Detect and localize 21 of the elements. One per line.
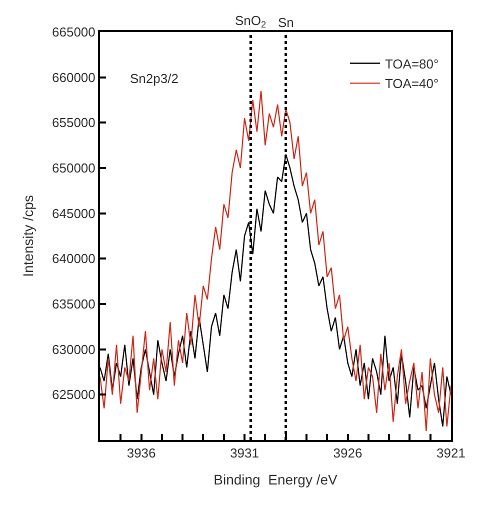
ref-line-label: SnO$_{2}$ xyxy=(235,13,266,30)
x-tick-label: 3921 xyxy=(436,446,466,461)
ref-line-label: Sn xyxy=(278,15,294,30)
y-tick-label: 640000 xyxy=(52,251,96,266)
line-series xyxy=(100,90,451,432)
y-axis-title: Intensity /cps xyxy=(20,195,36,277)
y-tick-label: 625000 xyxy=(52,387,96,402)
legend-label: TOA=80° xyxy=(384,56,439,72)
y-tick-label: 655000 xyxy=(52,115,96,130)
y-tick-label: 660000 xyxy=(52,70,96,85)
legend-label: TOA=40° xyxy=(384,76,439,92)
y-tick-label: 665000 xyxy=(52,24,96,40)
x-tick-label: 3936 xyxy=(126,446,156,461)
annotation: Sn2p3/2 xyxy=(130,71,178,86)
y-tick-label: 645000 xyxy=(52,206,96,221)
x-axis-title: Binding Energy /eV xyxy=(214,471,338,488)
y-tick-label: 635000 xyxy=(52,296,96,312)
x-tick-label: 3931 xyxy=(230,446,259,461)
y-tick-label: 630000 xyxy=(52,342,96,357)
y-tick-label: 650000 xyxy=(52,160,96,176)
x-tick-label: 3926 xyxy=(333,446,362,461)
